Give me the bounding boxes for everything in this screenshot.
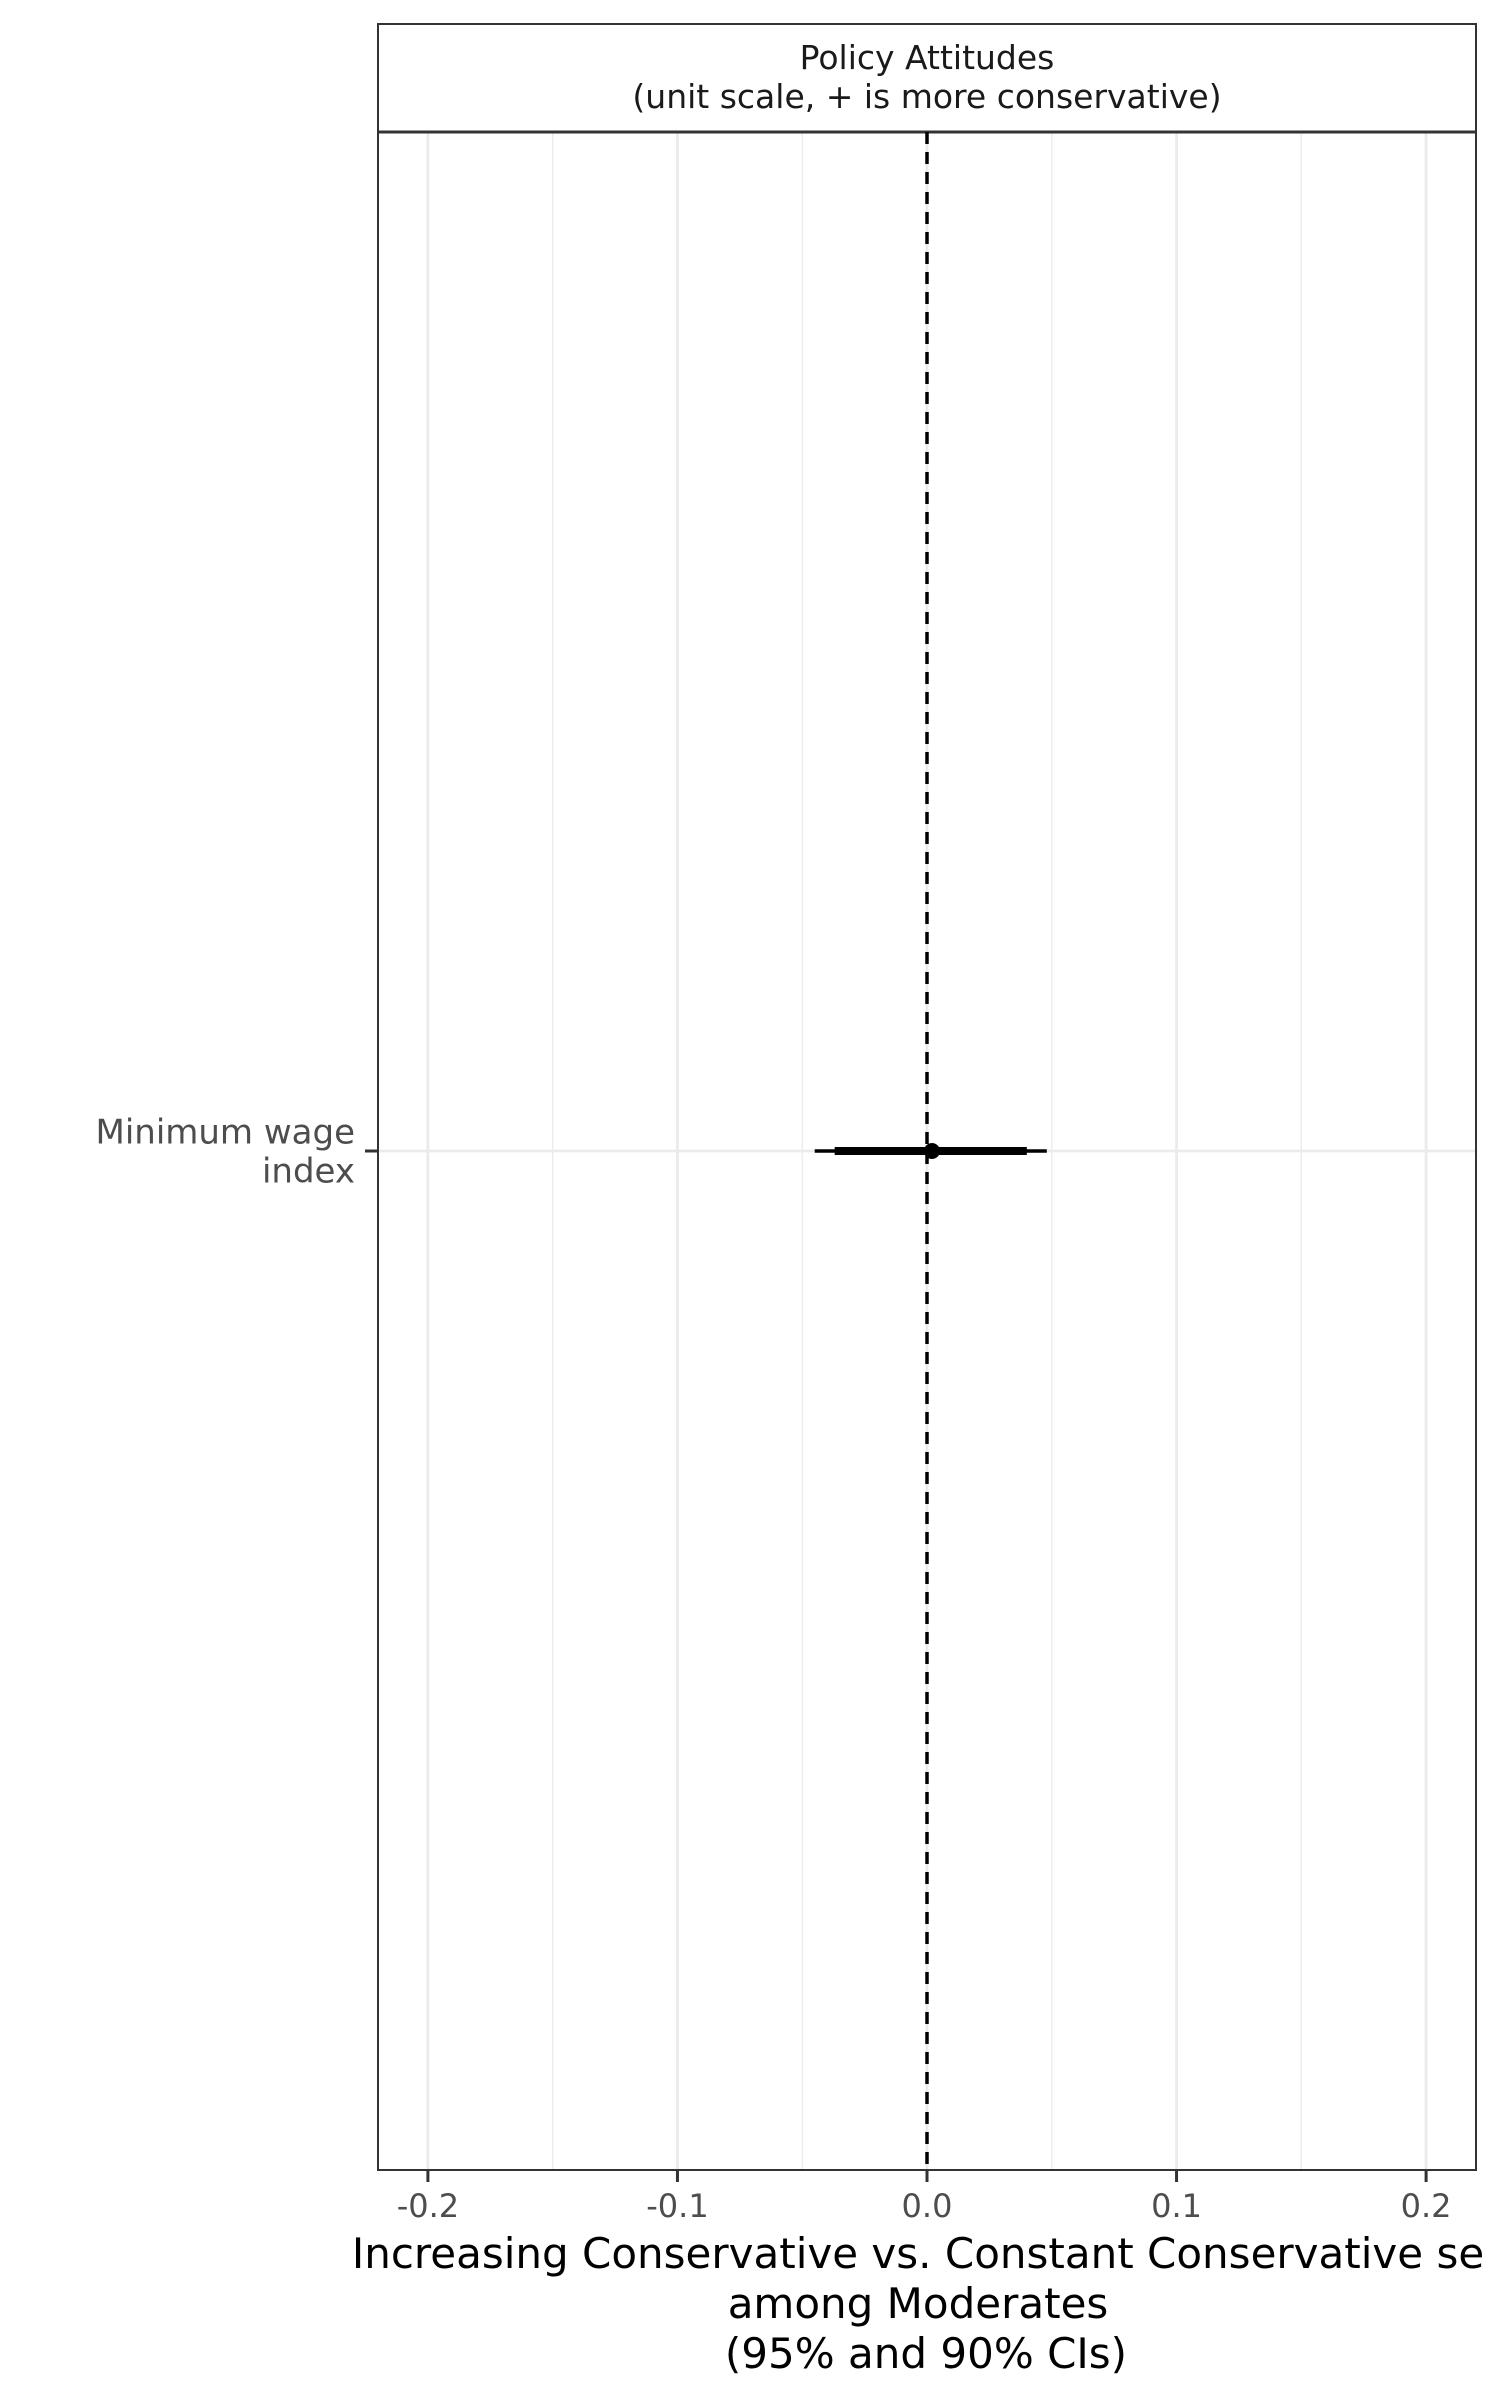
- facet-strip-title: Policy Attitudes: [800, 38, 1055, 77]
- y-tick-label: index: [262, 1152, 355, 1192]
- x-tick-label: 0.0: [902, 2187, 953, 2225]
- y-tick-label: Minimum wage: [95, 1113, 355, 1153]
- facet-strip: Policy Attitudes (unit scale, + is more …: [377, 23, 1477, 134]
- x-tick-label: 0.2: [1401, 2187, 1452, 2225]
- x-axis-title: Increasing Conservative vs. Constant Con…: [352, 2229, 1484, 2378]
- facet-strip-subtitle: (unit scale, + is more conservative): [632, 77, 1221, 116]
- facet-strip-box: [377, 23, 1477, 133]
- x-axis-title-line-3: (95% and 90% CIs): [725, 2329, 1127, 2378]
- x-axis-title-line-2: among Moderates: [728, 2279, 1109, 2328]
- x-tick-label: 0.1: [1151, 2187, 1202, 2225]
- x-axis: -0.2 -0.1 0.0 0.1 0.2: [397, 2170, 1452, 2225]
- x-tick-label: -0.2: [397, 2187, 459, 2225]
- x-tick-label: -0.1: [646, 2187, 708, 2225]
- estimate-marks: [814, 1143, 1047, 1159]
- x-axis-title-line-1: Increasing Conservative vs. Constant Con…: [352, 2229, 1484, 2278]
- grid-lines: [378, 132, 1476, 2170]
- point-estimate: [923, 1143, 940, 1159]
